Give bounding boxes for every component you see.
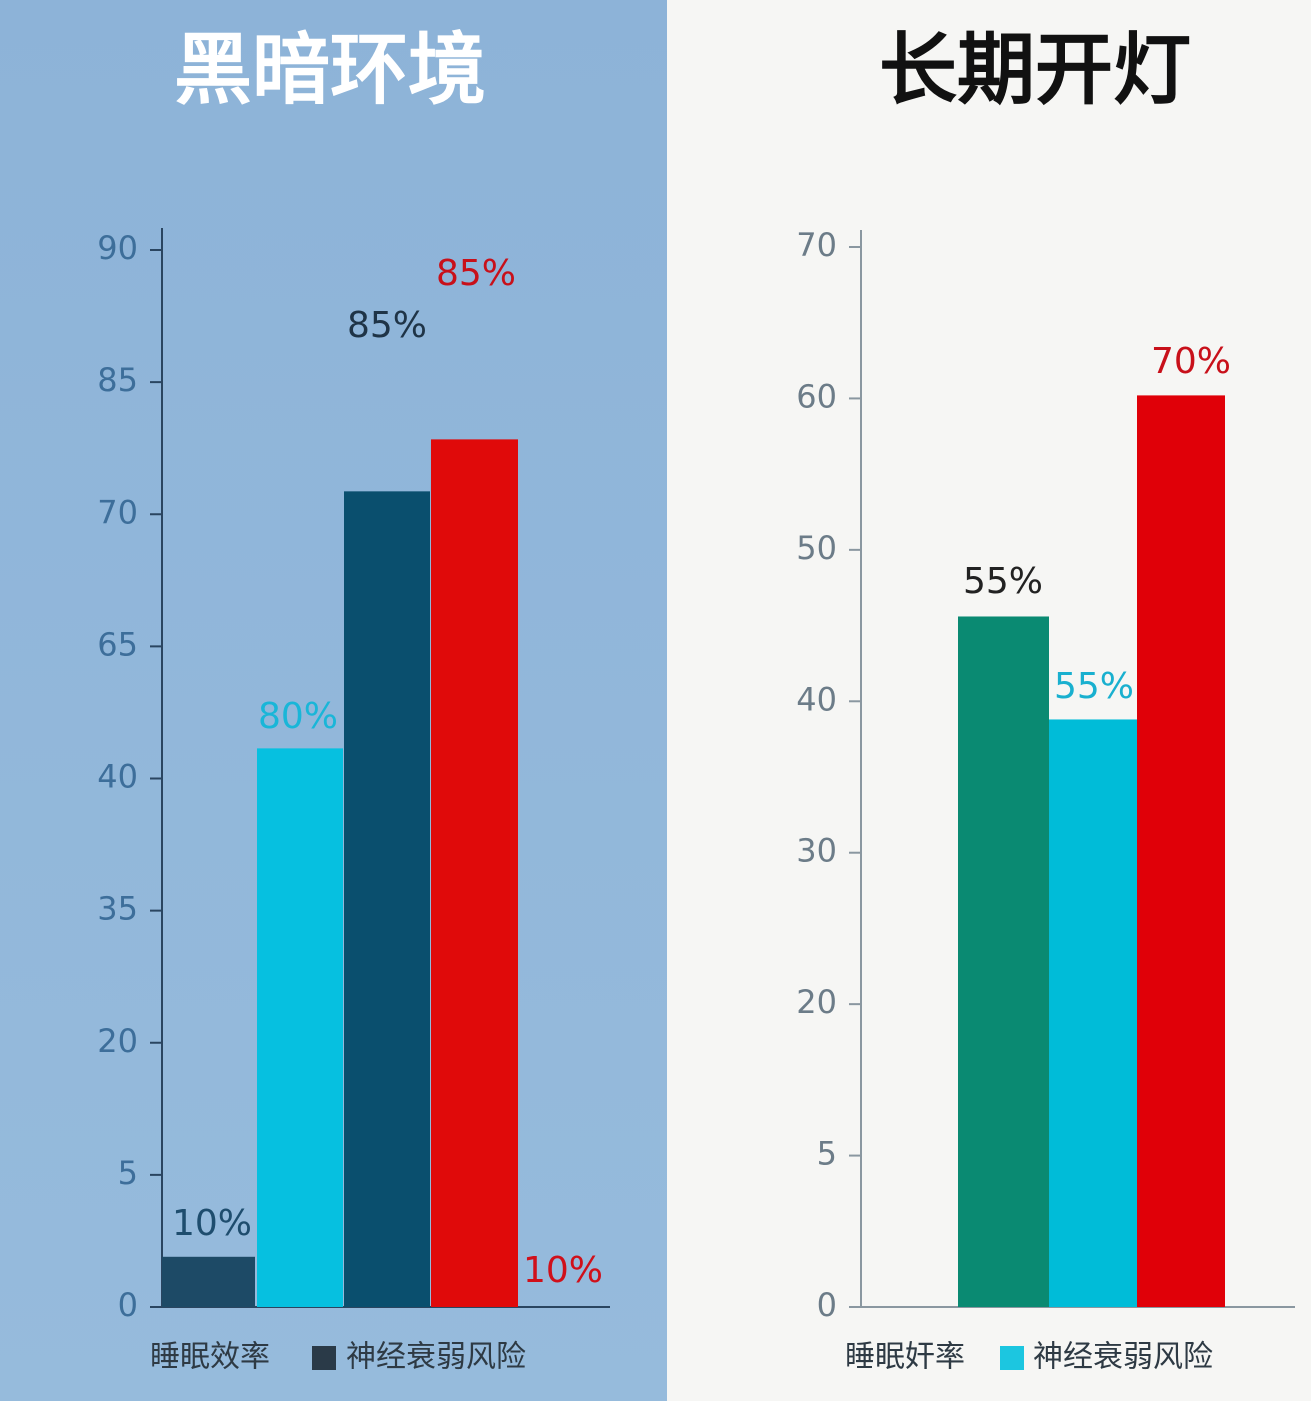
legend-label: 睡眠奸率 <box>845 1340 965 1375</box>
y-tick-label: 0 <box>118 1286 138 1324</box>
bar <box>257 748 343 1307</box>
legend-label: 神经衰弱风险 <box>346 1340 526 1375</box>
y-tick-label: 35 <box>97 890 138 928</box>
bar <box>958 616 1049 1307</box>
data-label: 85% <box>347 305 427 346</box>
chart-title: 黑暗环境 <box>174 25 486 115</box>
data-label: 70% <box>1151 341 1231 382</box>
y-tick-label: 30 <box>796 832 837 870</box>
bar <box>344 491 430 1307</box>
bar <box>1137 395 1225 1307</box>
legend-label: 睡眠效率 <box>150 1340 270 1375</box>
bar <box>162 1256 255 1307</box>
legend-swatch <box>312 1346 336 1370</box>
data-label: 55% <box>1054 666 1134 707</box>
bar <box>1049 719 1137 1307</box>
data-label: 10% <box>172 1203 252 1244</box>
y-tick-label: 20 <box>97 1022 138 1060</box>
y-tick-label: 65 <box>97 625 138 663</box>
y-tick-label: 40 <box>97 758 138 796</box>
y-tick-label: 70 <box>796 226 837 264</box>
y-tick-label: 20 <box>796 983 837 1021</box>
y-tick-label: 40 <box>796 680 837 718</box>
data-label: 10% <box>523 1250 603 1291</box>
legend-swatch <box>1000 1346 1024 1370</box>
y-tick-label: 70 <box>97 493 138 531</box>
data-label: 85% <box>436 253 516 294</box>
bar <box>431 439 518 1308</box>
legend-label: 神经衰弱风险 <box>1033 1340 1213 1375</box>
y-tick-label: 60 <box>796 377 837 415</box>
data-label: 55% <box>963 561 1043 602</box>
chart-title: 长期开灯 <box>879 25 1191 115</box>
y-tick-label: 5 <box>118 1154 138 1192</box>
y-tick-label: 5 <box>817 1135 837 1173</box>
y-tick-label: 90 <box>97 229 138 267</box>
data-label: 80% <box>258 696 338 737</box>
y-tick-label: 0 <box>817 1286 837 1324</box>
y-tick-label: 85 <box>97 361 138 399</box>
y-tick-label: 50 <box>796 529 837 567</box>
